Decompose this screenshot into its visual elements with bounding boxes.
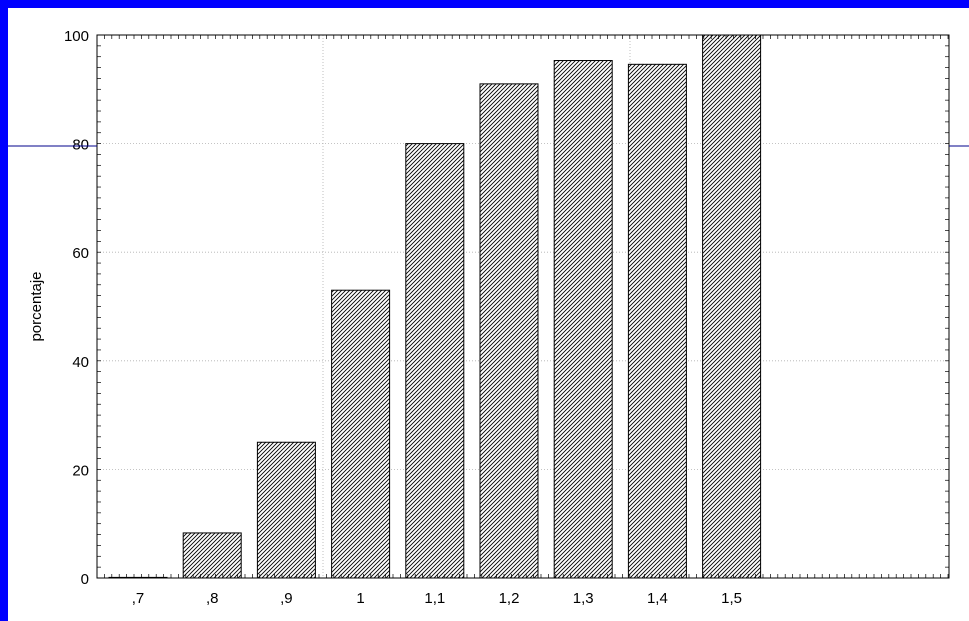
x-tick-labels: ,7 ,8 ,9 1 1,1 1,2 1,3 1,4 1,5 (132, 590, 742, 607)
x-tick-label: 1,3 (573, 590, 594, 607)
y-axis-label: porcentaje (28, 271, 45, 341)
x-tick-label: ,7 (132, 590, 145, 607)
axis-ticks (96, 35, 949, 579)
bar (331, 289, 391, 579)
y-tick-label: 20 (72, 462, 89, 479)
bar (627, 63, 687, 579)
x-tick-label: ,8 (206, 590, 219, 607)
x-tick-label: ,9 (280, 590, 293, 607)
y-tick-label: 100 (64, 28, 89, 45)
x-tick-label: 1,5 (721, 590, 742, 607)
bar (182, 532, 242, 579)
chart-frame: 0 20 40 60 80 100 ,7 ,8 ,9 1 1,1 1,2 1,3 1,4 1,5 porc… (8, 8, 969, 621)
y-tick-labels: 0 20 40 60 80 100 (64, 28, 89, 588)
bars-group (108, 34, 762, 579)
bar (553, 60, 613, 579)
bar (405, 143, 465, 579)
bar-chart: 0 20 40 60 80 100 ,7 ,8 ,9 1 1,1 1,2 1,3 1,4 1,5 porc… (8, 28, 969, 607)
bar (479, 83, 539, 579)
bar (702, 34, 762, 579)
y-tick-label: 0 (81, 571, 89, 588)
x-tick-label: 1,2 (499, 590, 520, 607)
x-tick-label: 1,4 (647, 590, 668, 607)
y-tick-label: 60 (72, 245, 89, 262)
x-tick-label: 1 (356, 590, 364, 607)
x-tick-label: 1,1 (424, 590, 445, 607)
bar (256, 441, 316, 579)
y-tick-label: 80 (72, 137, 89, 154)
y-tick-label: 40 (72, 354, 89, 371)
